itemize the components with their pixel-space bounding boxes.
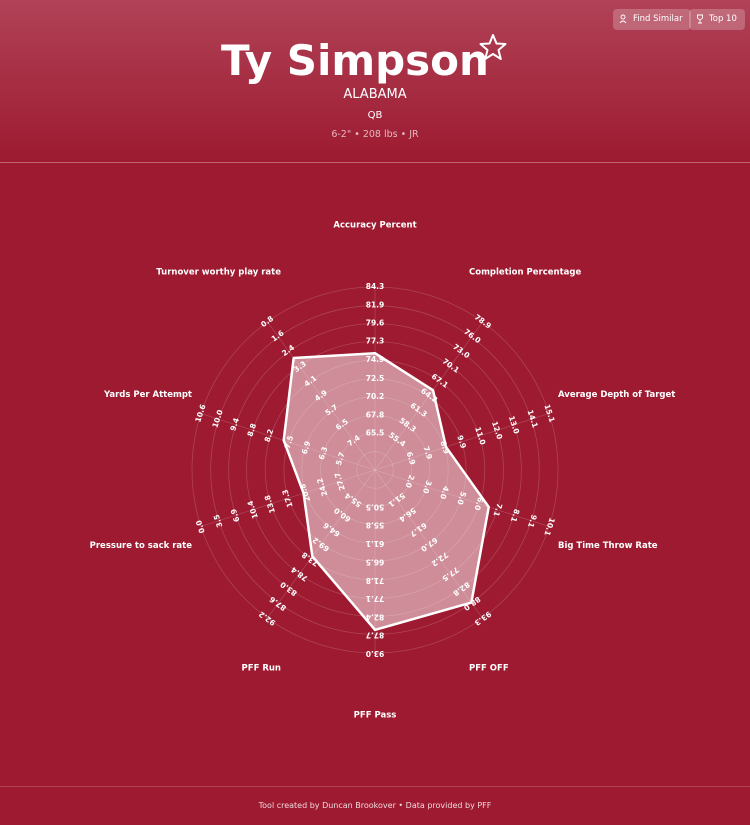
tick-label: 71.8: [366, 576, 385, 585]
tick-label: 6.9: [405, 451, 418, 466]
tick-label: 81.9: [366, 301, 385, 310]
school: ALABAMA: [343, 87, 407, 102]
tick-label: 3.5: [212, 513, 225, 528]
axis-label: Average Depth of Target: [558, 390, 675, 400]
tick-label: 55.8: [366, 521, 385, 530]
tick-label: 6.0: [473, 496, 486, 511]
tick-label: 6.9: [229, 508, 242, 523]
button-label: Find Similar: [633, 14, 683, 24]
axis-label: PFF Run: [242, 664, 281, 674]
axis-label: Big Time Throw Rate: [558, 541, 658, 551]
tick-label: 65.5: [366, 428, 385, 437]
tick-label: 2.4: [280, 343, 296, 358]
player-name: Ty Simpson: [221, 36, 489, 85]
tick-label: 66.5: [366, 558, 385, 567]
axis-label: Accuracy Percent: [333, 221, 416, 231]
tick-label: 77.1: [366, 594, 385, 603]
tick-label: 1.6: [270, 328, 286, 343]
tick-label: 8.9: [438, 440, 451, 455]
tick-label: 10.0: [210, 409, 224, 429]
tick-label: 6.3: [317, 445, 330, 460]
tick-label: 10.6: [193, 403, 207, 423]
tick-label: 15.1: [542, 403, 556, 423]
tick-label: 84.3: [366, 282, 385, 291]
tick-label: 13.8: [263, 494, 277, 514]
tick-label: 9.4: [228, 417, 241, 432]
tick-label: 2.0: [404, 474, 417, 489]
tick-label: 14.1: [525, 409, 539, 429]
tick-label: 61.1: [366, 539, 385, 548]
grid-ring: [210, 305, 540, 635]
tick-label: 79.6: [366, 319, 385, 328]
tick-label: 3.0: [421, 479, 434, 494]
tick-label: 76.0: [462, 327, 482, 345]
axis-label: Yards Per Attempt: [103, 390, 192, 400]
tick-label: 17.3: [280, 488, 294, 508]
tick-label: 70.2: [366, 392, 385, 401]
tick-label: 13.0: [507, 415, 521, 435]
position: QB: [367, 110, 383, 121]
tick-label: 87.7: [366, 631, 385, 640]
radar-chart: 65.567.870.272.574.977.379.681.984.355.4…: [90, 221, 676, 721]
tick-label: 12.0: [490, 420, 504, 440]
axis-label: Completion Percentage: [469, 267, 581, 277]
details: 6-2" • 208 lbs • JR: [331, 129, 419, 140]
tick-label: 7.1: [491, 502, 504, 517]
tick-label: 93.0: [366, 649, 385, 658]
axis-label: Turnover worthy play rate: [156, 267, 281, 277]
grid-ring: [191, 286, 559, 654]
find-similar-button[interactable]: Find Similar: [613, 9, 691, 30]
axis-label: Pressure to sack rate: [90, 541, 193, 551]
tick-label: 74.9: [366, 355, 385, 364]
tick-label: 67.8: [366, 410, 385, 419]
tick-label: 82.4: [366, 612, 385, 621]
tick-label: 5.0: [455, 490, 468, 505]
axis-label: PFF OFF: [469, 664, 509, 674]
users-icon: [619, 14, 627, 24]
tick-label: 5.7: [334, 451, 347, 466]
tick-label: 7.9: [422, 445, 435, 460]
tick-label: 10.1: [542, 517, 556, 537]
tick-label: 8.8: [246, 422, 259, 437]
favorite-star[interactable]: [479, 33, 507, 61]
trophy-icon: [697, 14, 703, 24]
header: Find Similar Top 10 Ty Simpson ALABAMA Q…: [0, 0, 750, 163]
tick-label: 4.0: [438, 485, 451, 500]
axis-label: PFF Pass: [354, 711, 397, 721]
top-10-button[interactable]: Top 10: [689, 9, 745, 30]
tick-label: 78.4: [289, 565, 309, 583]
tick-label: 6.9: [300, 440, 313, 455]
tick-label: 9.1: [526, 513, 539, 528]
tick-label: 50.5: [366, 502, 385, 511]
footer: Tool created by Duncan Brookover • Data …: [0, 786, 750, 818]
tick-label: 10.4: [246, 500, 260, 520]
tick-label: 7.5: [283, 434, 296, 449]
tick-label: 8.2: [263, 428, 276, 443]
radar-area: [282, 351, 490, 632]
tick-label: 72.5: [366, 374, 385, 383]
tick-label: 93.3: [473, 609, 493, 627]
tick-label: 11.0: [473, 426, 487, 446]
button-label: Top 10: [709, 14, 737, 24]
tick-label: 9.9: [455, 434, 468, 449]
tick-label: 77.3: [366, 337, 385, 346]
tick-label: 8.1: [509, 508, 522, 523]
tick-label: 0.0: [194, 519, 207, 534]
